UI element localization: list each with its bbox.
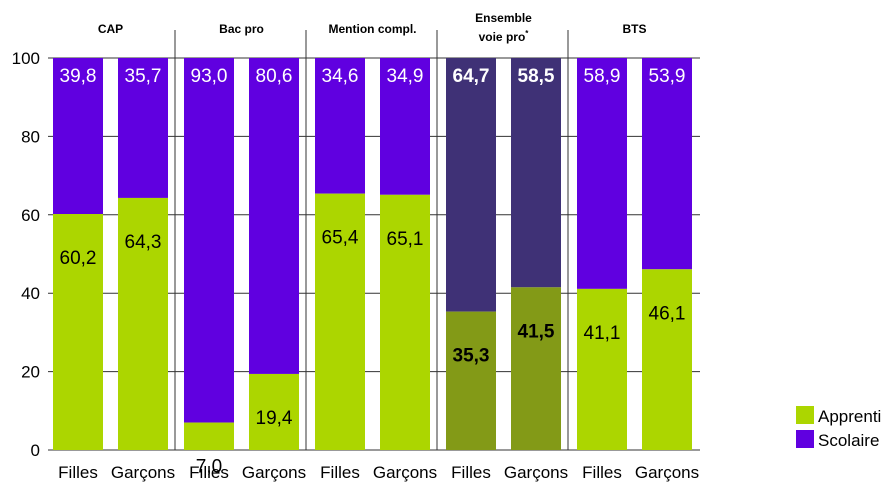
data-label-scolaire: 34,9 xyxy=(387,66,424,87)
data-label-apprenti: 41,1 xyxy=(584,323,621,344)
bar-segment-scolaire xyxy=(118,58,168,198)
group-header: CAP xyxy=(98,22,123,36)
y-tick-label: 60 xyxy=(21,206,40,225)
bar-segment-apprenti xyxy=(118,197,168,450)
x-tick-label: Filles xyxy=(189,463,229,482)
x-tick-label: Garçons xyxy=(242,463,306,482)
data-label-apprenti: 19,4 xyxy=(256,408,293,429)
group-header: Mention compl. xyxy=(329,22,417,36)
data-label-scolaire: 35,7 xyxy=(125,66,162,87)
bar-segment-scolaire xyxy=(184,58,234,423)
bar-segment-scolaire xyxy=(315,58,365,194)
bar-segment-apprenti xyxy=(380,194,430,450)
bar-segment-scolaire xyxy=(446,58,496,312)
data-label-scolaire: 58,5 xyxy=(518,66,555,87)
bar-segment-scolaire xyxy=(380,58,430,195)
data-label-apprenti: 65,1 xyxy=(387,229,424,250)
data-label-scolaire: 64,7 xyxy=(453,66,490,87)
group-header: Ensemble xyxy=(475,11,532,25)
group-header: BTS xyxy=(623,22,647,36)
data-label-scolaire: 58,9 xyxy=(584,66,621,87)
data-label-apprenti: 7,0 xyxy=(196,457,222,478)
bar-segment-scolaire xyxy=(511,58,561,288)
data-label-apprenti: 65,4 xyxy=(322,228,359,249)
bar-segment-apprenti xyxy=(249,373,299,450)
data-label-apprenti: 46,1 xyxy=(649,303,686,324)
x-tick-label: Garçons xyxy=(111,463,175,482)
group-header: Bac pro xyxy=(219,22,264,36)
bar-segment-scolaire xyxy=(577,58,627,289)
bar-segment-scolaire xyxy=(642,58,692,270)
y-tick-label: 40 xyxy=(21,284,40,303)
y-tick-label: 80 xyxy=(21,127,40,146)
bar-segment-scolaire xyxy=(249,58,299,374)
legend-swatch-scolaire xyxy=(796,430,814,448)
group-header-footnote-mark: * xyxy=(525,29,529,38)
y-tick-label: 20 xyxy=(21,363,40,382)
legend-label-scolaire: Scolaire xyxy=(818,431,879,450)
bar-segment-apprenti xyxy=(577,288,627,450)
group-header: voie pro* xyxy=(479,29,530,44)
x-tick-label: Filles xyxy=(58,463,98,482)
x-tick-label: Filles xyxy=(582,463,622,482)
data-label-apprenti: 64,3 xyxy=(125,232,162,253)
bar-segment-scolaire xyxy=(53,58,103,215)
x-tick-label: Garçons xyxy=(504,463,568,482)
x-tick-label: Filles xyxy=(320,463,360,482)
bar-segment-apprenti xyxy=(53,214,103,450)
data-label-apprenti: 35,3 xyxy=(453,346,490,367)
legend-swatch-apprenti xyxy=(796,406,814,424)
data-label-apprenti: 41,5 xyxy=(518,321,555,342)
x-tick-label: Filles xyxy=(451,463,491,482)
data-label-apprenti: 60,2 xyxy=(60,248,97,269)
bar-segment-apprenti xyxy=(184,422,234,450)
bar-segment-apprenti xyxy=(315,193,365,450)
data-label-scolaire: 53,9 xyxy=(649,66,686,87)
x-tick-label: Garçons xyxy=(373,463,437,482)
y-tick-label: 100 xyxy=(12,49,40,68)
bar-segment-apprenti xyxy=(511,287,561,450)
legend-label-apprenti: Apprenti xyxy=(818,407,881,426)
bar-segment-apprenti xyxy=(446,311,496,450)
bar-segment-apprenti xyxy=(642,269,692,450)
y-tick-label: 0 xyxy=(31,441,40,460)
data-label-scolaire: 39,8 xyxy=(60,66,97,87)
data-label-scolaire: 80,6 xyxy=(256,66,293,87)
x-tick-label: Garçons xyxy=(635,463,699,482)
data-label-scolaire: 34,6 xyxy=(322,66,359,87)
data-label-scolaire: 93,0 xyxy=(191,66,228,87)
